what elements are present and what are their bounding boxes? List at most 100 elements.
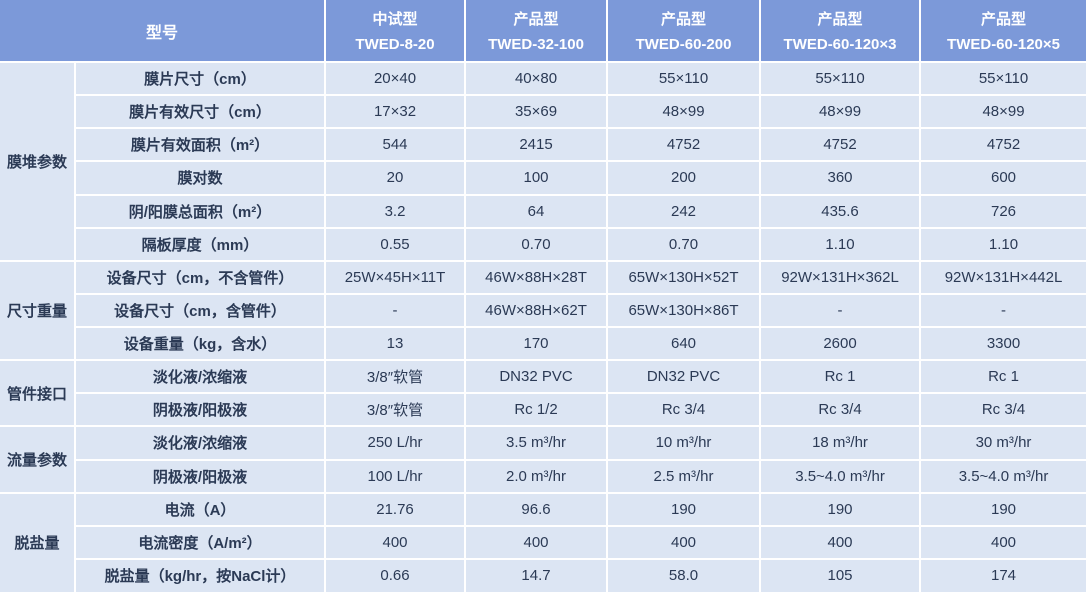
table-body: 膜堆参数 膜片尺寸（cm） 20×40 40×80 55×110 55×110 55×110… — [0, 60, 1086, 592]
row-label: 淡化液/浓缩液 — [73, 359, 327, 395]
value-cell: 400 — [464, 524, 609, 560]
header-row: 型号 中试型 TWED-8-20 产品型 TWED-32-100 产品型 TWE… — [0, 0, 1086, 63]
row-label: 脱盐量（kg/hr，按NaCl计） — [73, 557, 327, 592]
value-cell: 35×69 — [464, 94, 609, 130]
column-header-twed-8-20: 中试型 TWED-8-20 — [324, 0, 467, 63]
value-cell: 64 — [464, 193, 609, 229]
row-label: 设备尺寸（cm，含管件） — [73, 292, 327, 329]
value-cell: 3.5~4.0 m³/hr — [759, 458, 922, 494]
value-cell: 174 — [919, 557, 1086, 592]
model-corner-header: 型号 — [0, 0, 327, 63]
row-label: 电流（A） — [73, 491, 327, 527]
value-cell: Rc 1 — [759, 359, 922, 395]
value-cell: Rc 1 — [919, 359, 1086, 395]
value-cell: 55×110 — [919, 60, 1086, 97]
value-cell: 40×80 — [464, 60, 609, 97]
value-cell: 190 — [759, 491, 922, 527]
value-cell: 242 — [606, 193, 762, 229]
row-label: 阴极液/阳极液 — [73, 392, 327, 428]
value-cell: 600 — [919, 160, 1086, 196]
value-cell: 65W×130H×86T — [606, 292, 762, 329]
value-cell: 20×40 — [324, 60, 467, 97]
table-row: 膜对数 20 100 200 360 600 — [0, 160, 1086, 196]
table-row: 流量参数 淡化液/浓缩液 250 L/hr 3.5 m³/hr 10 m³/hr 18 m… — [0, 425, 1086, 494]
value-cell: 58.0 — [606, 557, 762, 592]
column-model-label: TWED-60-120×3 — [783, 36, 897, 53]
value-cell: 0.55 — [324, 226, 467, 262]
row-group-label: 膜堆参数 — [0, 61, 76, 262]
value-cell: 100 — [464, 160, 609, 196]
value-cell: 544 — [324, 127, 467, 163]
value-cell: 2.0 m³/hr — [464, 458, 609, 494]
value-cell: 400 — [759, 524, 922, 560]
value-cell: Rc 1/2 — [464, 392, 609, 428]
value-cell: DN32 PVC — [606, 359, 762, 395]
value-cell: 18 m³/hr — [759, 425, 922, 461]
column-type-label: 产品型 — [981, 11, 1027, 28]
column-header-twed-32-100: 产品型 TWED-32-100 — [464, 0, 609, 63]
row-label: 膜片有效尺寸（cm） — [73, 94, 327, 130]
table-row: 脱盐量 电流（A） 21.76 96.6 190 190 190 — [0, 491, 1086, 592]
value-cell: 46W×88H×62T — [464, 292, 609, 329]
value-cell: 48×99 — [759, 94, 922, 130]
value-cell: 92W×131H×362L — [759, 259, 922, 295]
value-cell: Rc 3/4 — [919, 392, 1086, 428]
row-group-label: 脱盐量 — [0, 491, 76, 592]
value-cell: 20 — [324, 160, 467, 196]
value-cell: Rc 3/4 — [606, 392, 762, 428]
table-row: 阴极液/阳极液 100 L/hr 2.0 m³/hr 2.5 m³/hr 3.5~4.0… — [0, 458, 1086, 494]
value-cell: 2.5 m³/hr — [606, 458, 762, 494]
table-row: 设备重量（kg，含水） 13 170 640 2600 3300 — [0, 325, 1086, 362]
value-cell: 3.5~4.0 m³/hr — [919, 458, 1086, 494]
row-label: 隔板厚度（mm） — [73, 226, 327, 262]
value-cell: DN32 PVC — [464, 359, 609, 395]
value-cell: 4752 — [606, 127, 762, 163]
value-cell: 92W×131H×442L — [919, 259, 1086, 295]
row-label: 设备重量（kg，含水） — [73, 325, 327, 362]
value-cell: - — [919, 292, 1086, 329]
value-cell: 13 — [324, 325, 467, 362]
column-type-label: 产品型 — [513, 11, 559, 28]
value-cell: 0.70 — [606, 226, 762, 262]
value-cell: 3300 — [919, 325, 1086, 362]
value-cell: 3.5 m³/hr — [464, 425, 609, 461]
value-cell: 190 — [606, 491, 762, 527]
value-cell: 46W×88H×28T — [464, 259, 609, 295]
value-cell: - — [324, 292, 467, 329]
value-cell: 2600 — [759, 325, 922, 362]
value-cell: 250 L/hr — [324, 425, 467, 461]
value-cell: 65W×130H×52T — [606, 259, 762, 295]
value-cell: 3/8″软管 — [324, 392, 467, 428]
value-cell: 105 — [759, 557, 922, 592]
value-cell: 17×32 — [324, 94, 467, 130]
column-model-label: TWED-60-120×5 — [947, 36, 1060, 53]
row-label: 设备尺寸（cm，不含管件） — [73, 259, 327, 295]
value-cell: 4752 — [759, 127, 922, 163]
row-label: 电流密度（A/m²） — [73, 524, 327, 560]
row-group-label: 管件接口 — [0, 359, 76, 428]
value-cell: 21.76 — [324, 491, 467, 527]
table-row: 膜片有效面积（m²） 544 2415 4752 4752 4752 — [0, 127, 1086, 163]
value-cell: 400 — [324, 524, 467, 560]
value-cell: 55×110 — [606, 60, 762, 97]
table-row: 设备尺寸（cm，含管件） -46W×88H×62T 65W×130H×86T - - — [0, 292, 1086, 329]
column-header-twed-60-120x5: 产品型 TWED-60-120×5 — [919, 0, 1086, 63]
column-model-label: TWED-8-20 — [355, 36, 435, 53]
value-cell: 4752 — [919, 127, 1086, 163]
value-cell: 55×110 — [759, 60, 922, 97]
value-cell: 1.10 — [759, 226, 922, 262]
value-cell: 0.70 — [464, 226, 609, 262]
column-header-twed-60-120x3: 产品型 TWED-60-120×3 — [759, 0, 922, 63]
column-type-label: 产品型 — [817, 11, 863, 28]
value-cell: 1.10 — [919, 226, 1086, 262]
value-cell: 640 — [606, 325, 762, 362]
value-cell: 48×99 — [606, 94, 762, 130]
table-row: 管件接口 淡化液/浓缩液 3/8″软管 DN32 PVC DN32 PVC Rc 1 Rc … — [0, 359, 1086, 428]
value-cell: 30 m³/hr — [919, 425, 1086, 461]
value-cell: 2415 — [464, 127, 609, 163]
column-type-label: 产品型 — [661, 11, 707, 28]
value-cell: 400 — [606, 524, 762, 560]
row-label: 膜片尺寸（cm） — [73, 60, 327, 97]
row-group-label: 流量参数 — [0, 425, 76, 494]
